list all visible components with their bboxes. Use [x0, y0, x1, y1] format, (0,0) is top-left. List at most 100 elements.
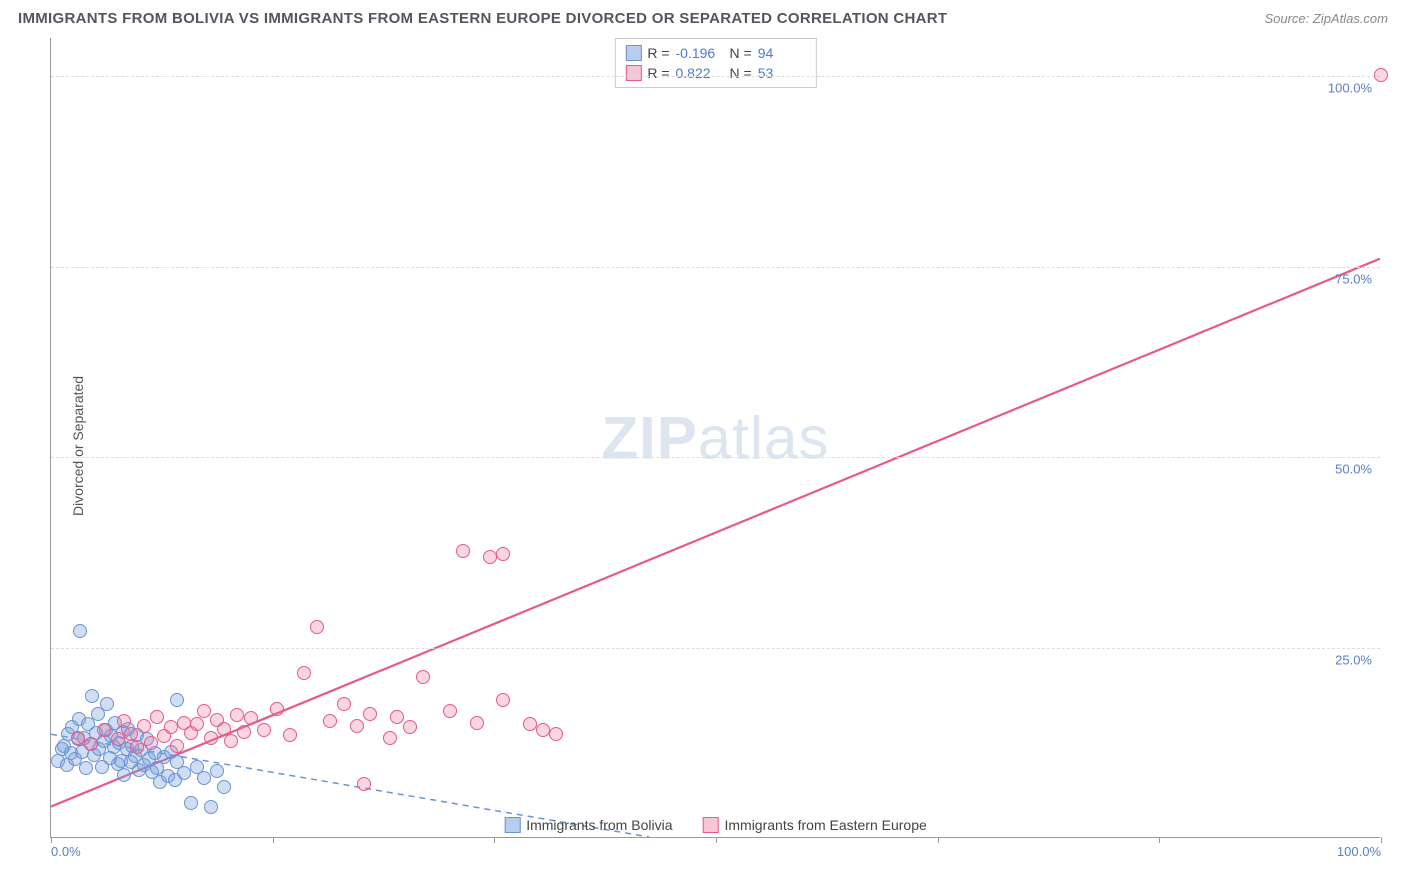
watermark-bold: ZIP [601, 404, 697, 471]
data-point-eastern_europe [111, 732, 125, 746]
data-point-eastern_europe [257, 723, 271, 737]
data-point-eastern_europe [337, 697, 351, 711]
data-point-eastern_europe [350, 719, 364, 733]
data-point-bolivia [184, 796, 198, 810]
data-point-eastern_europe [244, 711, 258, 725]
source-name: ZipAtlas.com [1313, 11, 1388, 26]
data-point-eastern_europe [536, 723, 550, 737]
data-point-eastern_europe [137, 719, 151, 733]
data-point-bolivia [204, 800, 218, 814]
data-point-eastern_europe [390, 710, 404, 724]
data-point-eastern_europe [323, 714, 337, 728]
x-tick [1381, 837, 1382, 843]
grid-line [51, 648, 1380, 649]
x-tick [273, 837, 274, 843]
data-point-eastern_europe [197, 704, 211, 718]
x-tick-label-right: 100.0% [1337, 844, 1381, 859]
data-point-eastern_europe [549, 727, 563, 741]
r-label: R = [647, 65, 669, 81]
data-point-eastern_europe [130, 740, 144, 754]
grid-line [51, 76, 1380, 77]
series-legend: Immigrants from Bolivia Immigrants from … [504, 817, 927, 833]
data-point-eastern_europe [164, 720, 178, 734]
data-point-eastern_europe [523, 717, 537, 731]
watermark: ZIPatlas [601, 403, 829, 472]
legend-row-eastern-europe: R = 0.822 N = 53 [625, 63, 805, 83]
legend-label-bolivia: Immigrants from Bolivia [526, 817, 672, 833]
data-point-eastern_europe [170, 739, 184, 753]
n-label: N = [730, 45, 752, 61]
y-tick-label: 50.0% [1335, 462, 1372, 477]
data-point-eastern_europe [383, 731, 397, 745]
grid-line [51, 267, 1380, 268]
data-point-eastern_europe [144, 736, 158, 750]
data-point-eastern_europe [416, 670, 430, 684]
data-point-eastern_europe [84, 737, 98, 751]
data-point-eastern_europe [124, 727, 138, 741]
data-point-eastern_europe [483, 550, 497, 564]
watermark-light: atlas [698, 404, 830, 471]
legend-item-eastern-europe: Immigrants from Eastern Europe [702, 817, 926, 833]
data-point-eastern_europe [470, 716, 484, 730]
x-tick [494, 837, 495, 843]
source-prefix: Source: [1264, 11, 1312, 26]
data-point-eastern_europe [1374, 68, 1388, 82]
data-point-eastern_europe [403, 720, 417, 734]
data-point-bolivia [85, 689, 99, 703]
x-tick [938, 837, 939, 843]
data-point-eastern_europe [363, 707, 377, 721]
y-tick-label: 75.0% [1335, 271, 1372, 286]
data-point-bolivia [100, 697, 114, 711]
n-value-bolivia: 94 [758, 45, 806, 61]
r-value-eastern-europe: 0.822 [676, 65, 724, 81]
x-tick [51, 837, 52, 843]
data-point-eastern_europe [496, 547, 510, 561]
data-point-bolivia [210, 764, 224, 778]
data-point-eastern_europe [190, 717, 204, 731]
data-point-eastern_europe [224, 734, 238, 748]
data-point-eastern_europe [71, 731, 85, 745]
scatter-plot-area: ZIPatlas R = -0.196 N = 94 R = 0.822 N =… [50, 38, 1380, 838]
data-point-eastern_europe [357, 777, 371, 791]
data-point-bolivia [73, 624, 87, 638]
data-point-eastern_europe [117, 714, 131, 728]
data-point-bolivia [217, 780, 231, 794]
r-label: R = [647, 45, 669, 61]
chart-title: IMMIGRANTS FROM BOLIVIA VS IMMIGRANTS FR… [18, 10, 947, 27]
data-point-eastern_europe [443, 704, 457, 718]
data-point-eastern_europe [297, 666, 311, 680]
grid-line [51, 457, 1380, 458]
legend-item-bolivia: Immigrants from Bolivia [504, 817, 672, 833]
x-tick-label-left: 0.0% [51, 844, 81, 859]
legend-swatch-icon [504, 817, 520, 833]
legend-row-bolivia: R = -0.196 N = 94 [625, 43, 805, 63]
data-point-eastern_europe [150, 710, 164, 724]
data-point-bolivia [177, 766, 191, 780]
r-value-bolivia: -0.196 [676, 45, 724, 61]
data-point-bolivia [117, 768, 131, 782]
n-value-eastern-europe: 53 [758, 65, 806, 81]
data-point-eastern_europe [496, 693, 510, 707]
data-point-eastern_europe [204, 731, 218, 745]
x-tick [716, 837, 717, 843]
data-point-bolivia [79, 761, 93, 775]
data-point-eastern_europe [283, 728, 297, 742]
y-tick-label: 25.0% [1335, 652, 1372, 667]
correlation-legend: R = -0.196 N = 94 R = 0.822 N = 53 [614, 38, 816, 88]
legend-label-eastern-europe: Immigrants from Eastern Europe [724, 817, 926, 833]
data-point-eastern_europe [230, 708, 244, 722]
data-point-bolivia [170, 693, 184, 707]
source-attribution: Source: ZipAtlas.com [1264, 11, 1388, 26]
data-point-bolivia [197, 771, 211, 785]
n-label: N = [730, 65, 752, 81]
data-point-eastern_europe [97, 723, 111, 737]
y-tick-label: 100.0% [1328, 81, 1372, 96]
data-point-eastern_europe [270, 702, 284, 716]
legend-swatch-icon [702, 817, 718, 833]
legend-swatch-bolivia [625, 45, 641, 61]
data-point-eastern_europe [237, 725, 251, 739]
data-point-eastern_europe [456, 544, 470, 558]
title-bar: IMMIGRANTS FROM BOLIVIA VS IMMIGRANTS FR… [18, 10, 1388, 27]
data-point-eastern_europe [310, 620, 324, 634]
legend-swatch-eastern-europe [625, 65, 641, 81]
